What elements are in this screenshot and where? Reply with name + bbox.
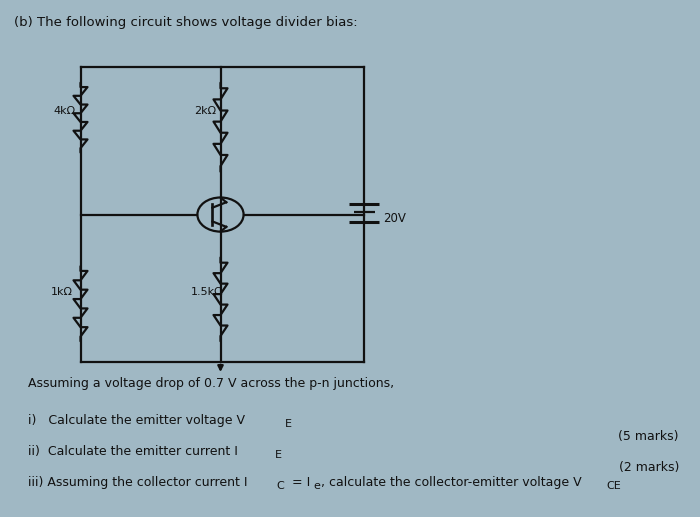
Text: CE: CE bbox=[606, 481, 621, 491]
Text: (2 marks): (2 marks) bbox=[619, 461, 679, 474]
Text: (5 marks): (5 marks) bbox=[619, 430, 679, 443]
Text: Assuming a voltage drop of 0.7 V across the p-n junctions,: Assuming a voltage drop of 0.7 V across … bbox=[28, 377, 394, 390]
Text: E: E bbox=[285, 419, 292, 429]
Text: 1.5kΩ: 1.5kΩ bbox=[191, 287, 224, 297]
Text: 20V: 20V bbox=[384, 211, 407, 225]
Text: C: C bbox=[276, 481, 284, 491]
Text: 4kΩ: 4kΩ bbox=[54, 106, 76, 116]
Text: (b) The following circuit shows voltage divider bias:: (b) The following circuit shows voltage … bbox=[14, 16, 358, 28]
Text: e: e bbox=[313, 481, 320, 491]
Text: E: E bbox=[274, 450, 281, 460]
Text: = I: = I bbox=[288, 476, 311, 489]
Text: ii)  Calculate the emitter current I: ii) Calculate the emitter current I bbox=[28, 445, 238, 458]
Text: 1kΩ: 1kΩ bbox=[51, 287, 73, 297]
Text: i)   Calculate the emitter voltage V: i) Calculate the emitter voltage V bbox=[28, 414, 245, 427]
Text: 2kΩ: 2kΩ bbox=[195, 106, 217, 116]
Text: iii) Assuming the collector current I: iii) Assuming the collector current I bbox=[28, 476, 248, 489]
Text: , calculate the collector-emitter voltage V: , calculate the collector-emitter voltag… bbox=[321, 476, 581, 489]
